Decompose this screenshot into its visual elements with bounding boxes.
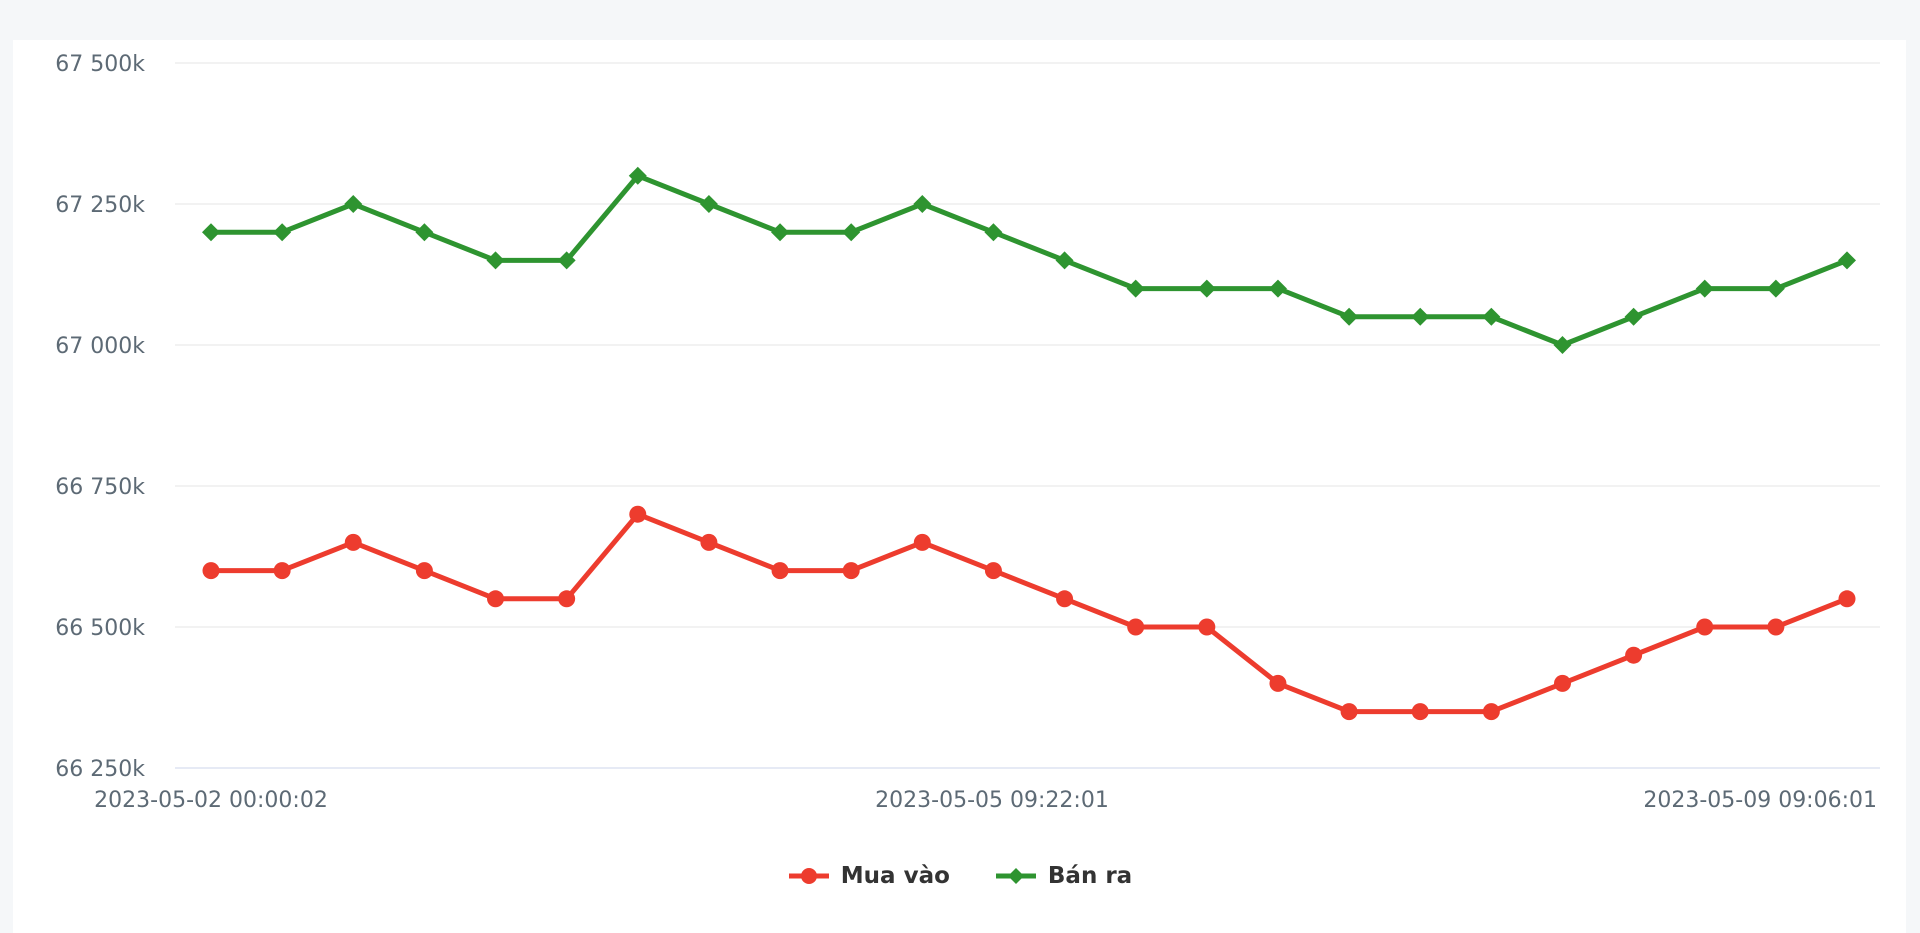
legend-label: Mua vào: [840, 863, 950, 889]
data-point-marker[interactable]: [1482, 703, 1500, 721]
data-point-marker[interactable]: [771, 562, 789, 580]
y-axis: 67 500k 67 250k 67 000k 66 750k 66 500k 66 25…: [55, 52, 145, 782]
data-point-marker[interactable]: [1838, 251, 1856, 270]
data-point-marker[interactable]: [1411, 703, 1429, 721]
data-point-marker[interactable]: [344, 533, 362, 551]
data-point-marker[interactable]: [1198, 618, 1216, 636]
data-point-marker[interactable]: [1838, 590, 1856, 608]
y-axis-label: 66 250k: [55, 757, 145, 782]
x-axis-label: 2023-05-09 09:06:01: [1643, 788, 1877, 813]
data-point-marker[interactable]: [486, 251, 505, 270]
y-axis-label: 66 500k: [55, 616, 145, 641]
data-point-marker[interactable]: [1553, 336, 1572, 354]
legend-marker-diamond-icon: [995, 868, 1036, 884]
data-point-marker[interactable]: [1268, 279, 1287, 298]
y-axis-label: 67 000k: [55, 334, 145, 359]
data-point-marker[interactable]: [1766, 279, 1785, 298]
data-point-marker[interactable]: [628, 166, 647, 185]
data-point-marker[interactable]: [984, 562, 1002, 580]
data-point-marker[interactable]: [558, 590, 576, 608]
data-point-marker[interactable]: [273, 223, 292, 242]
data-point-marker[interactable]: [344, 195, 363, 213]
legend-item-ban-ra[interactable]: Bán ra: [994, 863, 1132, 889]
data-point-marker[interactable]: [1269, 674, 1287, 692]
data-point-marker[interactable]: [1055, 251, 1074, 270]
data-point-marker[interactable]: [984, 223, 1003, 242]
data-point-marker[interactable]: [1127, 618, 1145, 636]
x-axis-label: 2023-05-05 09:22:01: [875, 788, 1109, 813]
data-point-marker[interactable]: [1695, 279, 1714, 298]
data-point-marker[interactable]: [202, 562, 220, 580]
series-lines: [208, 173, 1850, 715]
data-point-marker[interactable]: [1696, 618, 1714, 636]
legend-marker-circle-icon: [788, 868, 829, 884]
data-point-marker[interactable]: [1624, 307, 1643, 326]
data-point-marker[interactable]: [842, 223, 861, 242]
data-point-marker[interactable]: [557, 251, 576, 270]
data-point-marker[interactable]: [273, 562, 291, 580]
y-axis-label: 67 250k: [55, 193, 145, 218]
data-point-marker[interactable]: [1197, 279, 1216, 298]
data-point-marker[interactable]: [415, 562, 433, 580]
data-point-marker[interactable]: [1056, 590, 1074, 608]
data-point-marker[interactable]: [1625, 646, 1643, 664]
legend-item-mua-vao[interactable]: Mua vào: [787, 863, 950, 889]
chart-legend: Mua vào Bán ra: [13, 857, 1906, 895]
data-point-marker[interactable]: [1340, 307, 1359, 326]
data-point-marker[interactable]: [913, 195, 932, 213]
data-point-marker[interactable]: [771, 223, 790, 242]
data-point-marker[interactable]: [202, 223, 220, 242]
series-line-ban-ra: [208, 173, 1850, 348]
y-axis-label: 67 500k: [55, 52, 145, 77]
data-point-marker[interactable]: [1126, 279, 1145, 298]
data-point-marker[interactable]: [700, 533, 718, 551]
gridlines: [175, 62, 1880, 769]
legend-label: Bán ra: [1047, 863, 1133, 889]
y-axis-label: 66 750k: [55, 475, 145, 500]
data-point-marker[interactable]: [1482, 307, 1501, 326]
data-point-marker[interactable]: [1767, 618, 1785, 636]
data-point-marker[interactable]: [415, 223, 434, 242]
data-point-marker[interactable]: [629, 505, 647, 523]
x-axis: 2023-05-02 00:00:02 2023-05-05 09:22:01 20…: [94, 788, 1877, 813]
data-point-marker[interactable]: [1340, 703, 1358, 721]
series-markers: [202, 166, 1856, 721]
x-axis-label: 2023-05-02 00:00:02: [94, 788, 328, 813]
data-point-marker[interactable]: [699, 195, 718, 213]
data-point-marker[interactable]: [842, 562, 860, 580]
data-point-marker[interactable]: [1411, 307, 1430, 326]
data-point-marker[interactable]: [487, 590, 505, 608]
data-point-marker[interactable]: [1553, 674, 1571, 692]
series-line-mua-vao: [208, 511, 1850, 715]
data-point-marker[interactable]: [913, 533, 931, 551]
